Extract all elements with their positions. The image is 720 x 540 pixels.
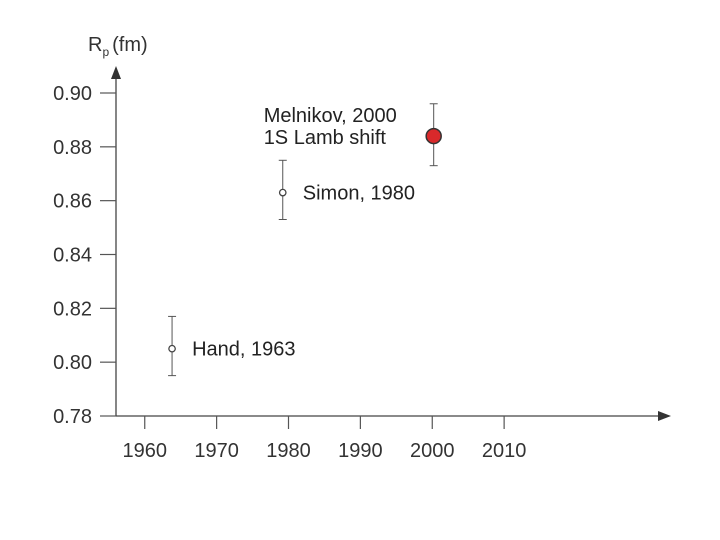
data-point-group: Simon, 1980 (278, 159, 415, 221)
y-axis-arrow (111, 66, 121, 79)
data-point-marker (278, 188, 287, 197)
y-axis-title-main: R (88, 34, 102, 56)
y-tick-label: 0.80 (53, 352, 92, 374)
data-point-marker (425, 127, 442, 145)
x-axis-arrow (658, 411, 671, 421)
y-tick-label: 0.88 (53, 137, 92, 159)
y-tick-label: 0.86 (53, 191, 92, 213)
axes (111, 66, 671, 421)
data-point-label: Hand, 1963 (192, 339, 295, 361)
y-axis-title-subscript: p (102, 45, 109, 59)
data-point-label: Simon, 1980 (303, 183, 415, 205)
data-point-label: Melnikov, 2000 (264, 105, 397, 127)
x-ticks: 1960 1970 1980 1990 2000 2010 (123, 416, 527, 462)
x-tick-label: 1990 (338, 440, 383, 462)
x-tick-label: 2010 (482, 440, 527, 462)
x-tick-label: 2000 (410, 440, 455, 462)
x-tick-label: 1980 (266, 440, 311, 462)
y-axis-title-unit: (fm) (112, 34, 148, 56)
data-point-group: Hand, 1963 (168, 315, 295, 377)
y-tick-label: 0.82 (53, 298, 92, 320)
x-tick-label: 1960 (123, 440, 168, 462)
y-ticks: 0.90 0.88 0.86 0.84 0.82 0.80 0.78 (53, 83, 116, 428)
y-tick-label: 0.78 (53, 406, 92, 428)
data-point-label: 1S Lamb shift (264, 127, 387, 149)
x-tick-label: 1970 (194, 440, 239, 462)
data-point-marker (168, 344, 176, 353)
y-axis-title: Rp (fm) (88, 34, 148, 59)
y-tick-label: 0.84 (53, 245, 92, 267)
y-tick-label: 0.90 (53, 83, 92, 105)
